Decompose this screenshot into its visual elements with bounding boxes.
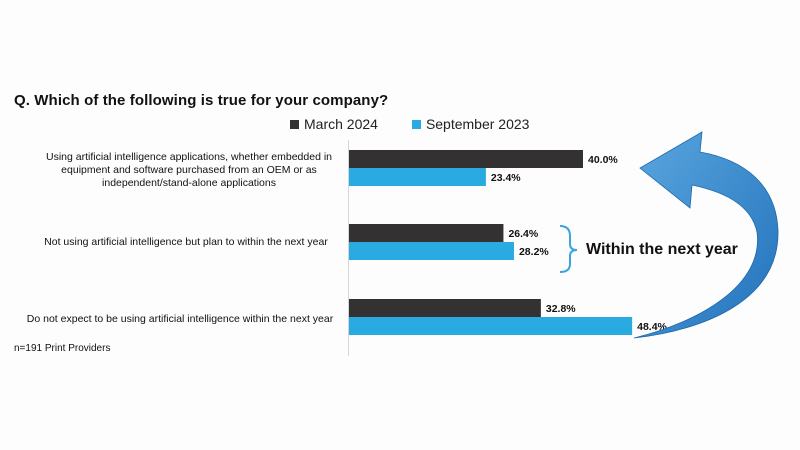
bracket-icon bbox=[559, 225, 578, 273]
bar-value-label-september-2023-cat-1: 28.2% bbox=[519, 246, 549, 258]
category-label-not-expect-ai: Do not expect to be using artificial int… bbox=[26, 313, 334, 325]
bar-march-2024-cat-0 bbox=[349, 150, 583, 168]
bars-layer: 40.0% 23.4% 26.4% 28.2% 32.8% 48.4% bbox=[349, 150, 668, 335]
bar-value-label-september-2023-cat-0: 23.4% bbox=[491, 172, 521, 184]
bar-september-2023-cat-0 bbox=[349, 168, 486, 186]
legend-label-march-2024: March 2024 bbox=[304, 116, 378, 132]
bar-september-2023-cat-2 bbox=[349, 317, 633, 335]
bar-march-2024-cat-1 bbox=[349, 224, 504, 242]
category-label-using-ai: Using artificial intelligence applicatio… bbox=[46, 151, 332, 189]
category-axis-line bbox=[348, 140, 349, 356]
callout-within-next-year: Within the next year bbox=[586, 241, 738, 258]
legend-swatch-september-2023 bbox=[411, 119, 421, 129]
curved-arrow-icon bbox=[633, 131, 779, 339]
bar-value-label-september-2023-cat-2: 48.4% bbox=[637, 321, 667, 333]
legend-swatch-march-2024 bbox=[290, 119, 299, 129]
bar-march-2024-cat-2 bbox=[349, 299, 541, 317]
category-label-plan-to-use-ai: Not using artificial intelligence but pl… bbox=[44, 236, 328, 248]
chart-question-title: Q. Which of the following is true for yo… bbox=[14, 92, 389, 109]
bar-value-label-march-2024-cat-1: 26.4% bbox=[508, 228, 538, 240]
bar-value-label-march-2024-cat-0: 40.0% bbox=[588, 154, 618, 166]
sample-size-note: n=191 Print Providers bbox=[14, 343, 111, 354]
bar-value-label-march-2024-cat-2: 32.8% bbox=[546, 303, 576, 315]
legend-label-september-2023: September 2023 bbox=[425, 116, 530, 132]
chart-legend: March 2024 September 2023 bbox=[290, 116, 529, 132]
legend-item-march-2024: March 2024 bbox=[290, 116, 378, 132]
bar-september-2023-cat-1 bbox=[349, 242, 514, 260]
legend-item-september-2023: September 2023 bbox=[411, 116, 530, 132]
